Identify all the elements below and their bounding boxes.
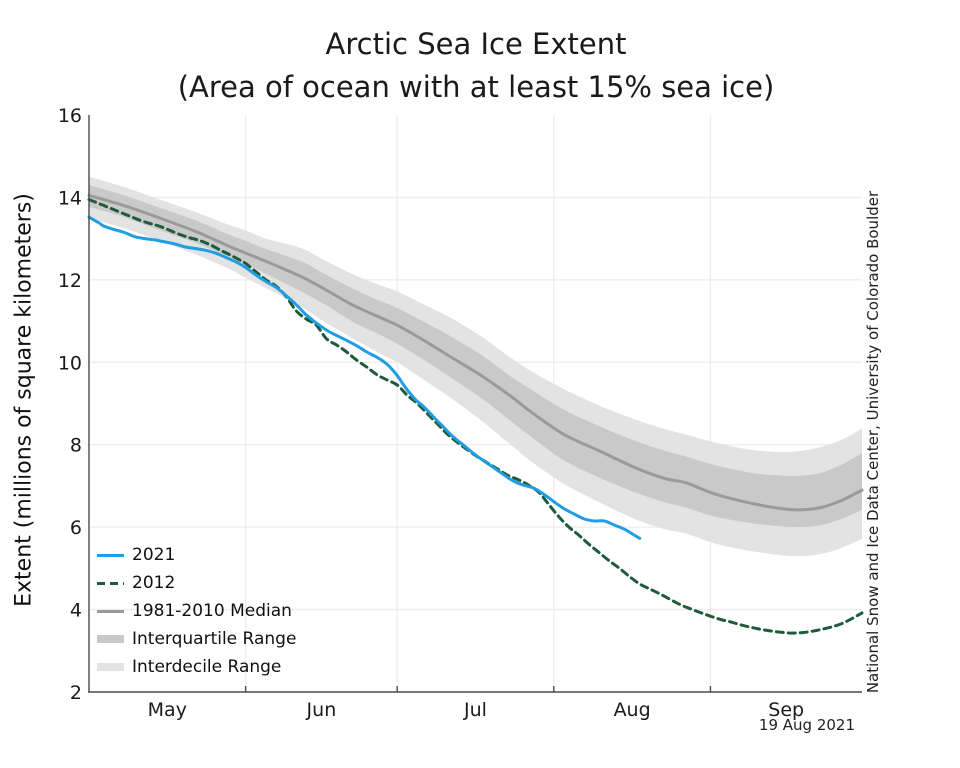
series-line-1981-2010-median[interactable] xyxy=(87,193,864,512)
y-tick-label: 2 xyxy=(70,682,82,704)
legend-swatch xyxy=(97,663,124,671)
y-tick-label: 12 xyxy=(58,270,82,292)
legend-label: 2012 xyxy=(132,573,176,593)
legend-label: Interdecile Range xyxy=(132,657,282,677)
series-line-2021[interactable] xyxy=(87,215,642,540)
legend: 2021 2012 1981-2010 Median Interquartile Ra… xyxy=(97,544,296,684)
legend-swatch xyxy=(97,553,124,557)
date-label: 19 Aug 2021 xyxy=(758,716,855,734)
legend-item-interdecile-range[interactable]: Interdecile Range xyxy=(97,656,296,678)
legend-swatch xyxy=(97,581,124,585)
y-tick-label: 6 xyxy=(70,517,82,539)
x-month-label: Jun xyxy=(306,699,337,721)
credit-text: National Snow and Ice Data Center, Unive… xyxy=(864,190,882,694)
y-axis-label: Extent (millions of square kilometers) xyxy=(11,193,37,607)
legend-item-2021[interactable]: 2021 xyxy=(97,544,296,566)
legend-label: 2021 xyxy=(132,545,176,565)
x-month-label: Sep xyxy=(768,699,804,721)
legend-item-2012[interactable]: 2012 xyxy=(97,572,296,594)
legend-item-1981-2010-median[interactable]: 1981-2010 Median xyxy=(97,600,296,622)
legend-swatch xyxy=(97,609,124,613)
legend-item-interquartile-range[interactable]: Interquartile Range xyxy=(97,628,296,650)
y-tick-label: 8 xyxy=(70,435,82,457)
legend-swatch xyxy=(97,635,124,643)
legend-label: Interquartile Range xyxy=(132,629,297,649)
y-tick-label: 10 xyxy=(58,352,82,374)
x-month-label: May xyxy=(148,699,187,721)
chart-title: Arctic Sea Ice Extent xyxy=(325,27,627,61)
chart-subtitle: (Area of ocean with at least 15% sea ice… xyxy=(177,70,775,104)
x-month-label: Aug xyxy=(614,699,651,721)
y-tick-label: 14 xyxy=(58,187,82,209)
y-tick-label: 4 xyxy=(70,600,82,622)
y-tick-label: 16 xyxy=(58,105,82,127)
legend-label: 1981-2010 Median xyxy=(132,601,292,621)
band-interquartile-range[interactable] xyxy=(89,185,862,528)
x-month-label: Jul xyxy=(463,699,487,721)
